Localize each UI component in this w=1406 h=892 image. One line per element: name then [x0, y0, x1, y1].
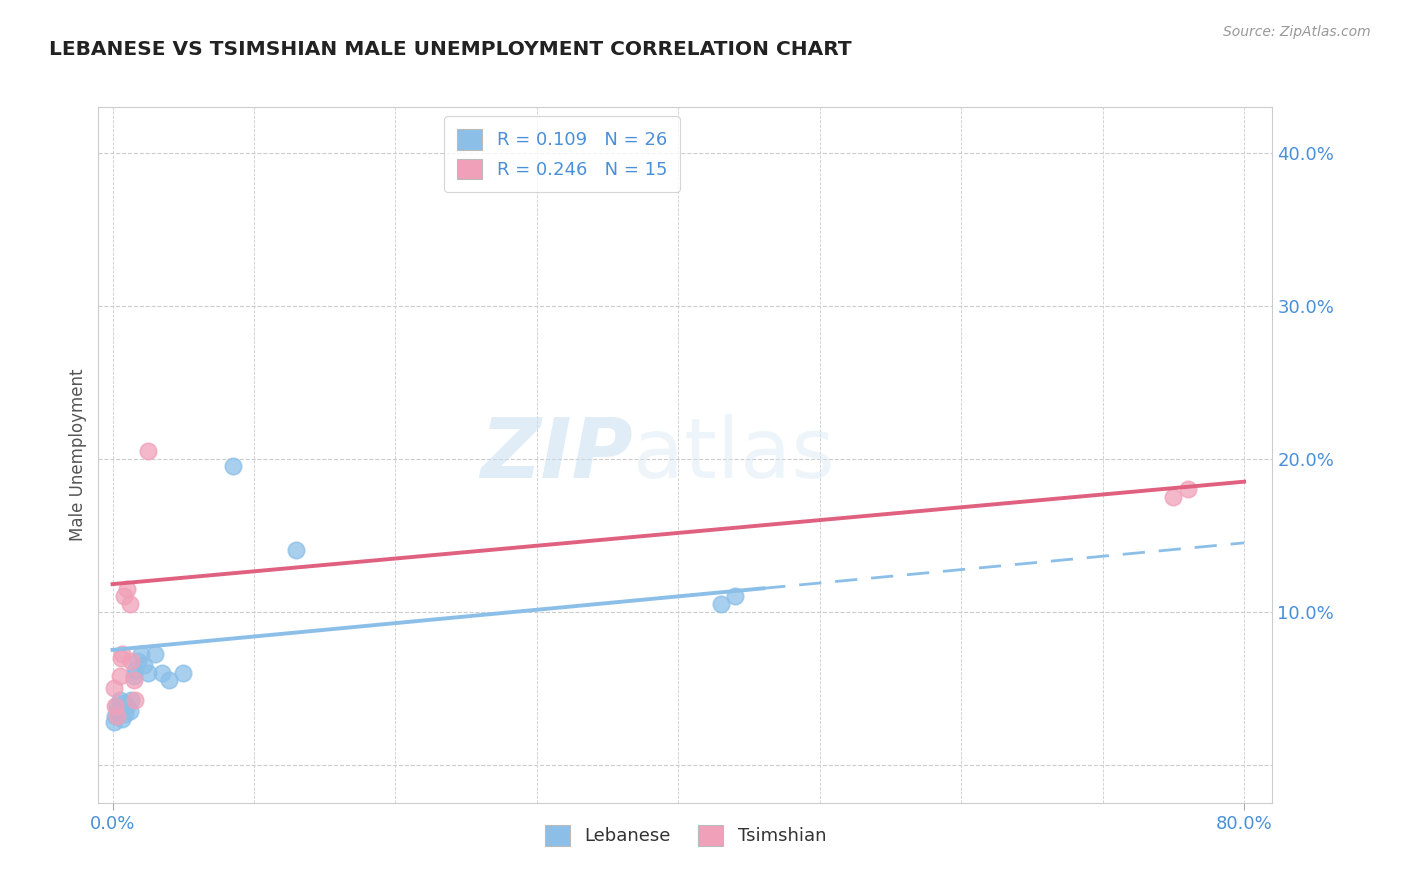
Point — [132, 658, 155, 673]
Y-axis label: Male Unemployment: Male Unemployment — [69, 368, 87, 541]
Point — [143, 648, 166, 662]
Text: Source: ZipAtlas.com: Source: ZipAtlas.com — [1223, 25, 1371, 39]
Point — [127, 654, 149, 668]
Point — [103, 714, 125, 729]
Point — [111, 712, 134, 726]
Point — [285, 543, 308, 558]
Point — [114, 707, 136, 722]
Point — [112, 590, 135, 604]
Text: atlas: atlas — [633, 415, 834, 495]
Text: LEBANESE VS TSIMSHIAN MALE UNEMPLOYMENT CORRELATION CHART: LEBANESE VS TSIMSHIAN MALE UNEMPLOYMENT … — [49, 40, 852, 59]
Point — [105, 699, 128, 714]
Point — [1163, 490, 1185, 504]
Point — [107, 704, 129, 718]
Point — [104, 708, 127, 723]
Point — [103, 681, 125, 695]
Text: ZIP: ZIP — [479, 415, 633, 495]
Point — [118, 704, 141, 718]
Point — [222, 459, 245, 474]
Point — [124, 663, 146, 677]
Point — [115, 699, 138, 714]
Point — [120, 654, 142, 668]
Point — [108, 669, 131, 683]
Point — [122, 673, 145, 688]
Point — [124, 693, 146, 707]
Point — [115, 582, 138, 596]
Point — [724, 590, 747, 604]
Point — [157, 673, 180, 688]
Point — [150, 665, 173, 680]
Point — [110, 699, 132, 714]
Legend: Lebanese, Tsimshian: Lebanese, Tsimshian — [537, 818, 834, 853]
Point — [104, 699, 127, 714]
Point — [710, 597, 733, 611]
Point — [172, 665, 194, 680]
Point — [120, 693, 142, 707]
Point — [129, 648, 152, 662]
Point — [110, 650, 132, 665]
Point — [108, 693, 131, 707]
Point — [136, 444, 159, 458]
Point — [111, 648, 134, 662]
Point — [1177, 483, 1199, 497]
Point — [112, 697, 135, 711]
Point — [118, 597, 141, 611]
Point — [136, 665, 159, 680]
Point — [105, 708, 128, 723]
Point — [122, 669, 145, 683]
